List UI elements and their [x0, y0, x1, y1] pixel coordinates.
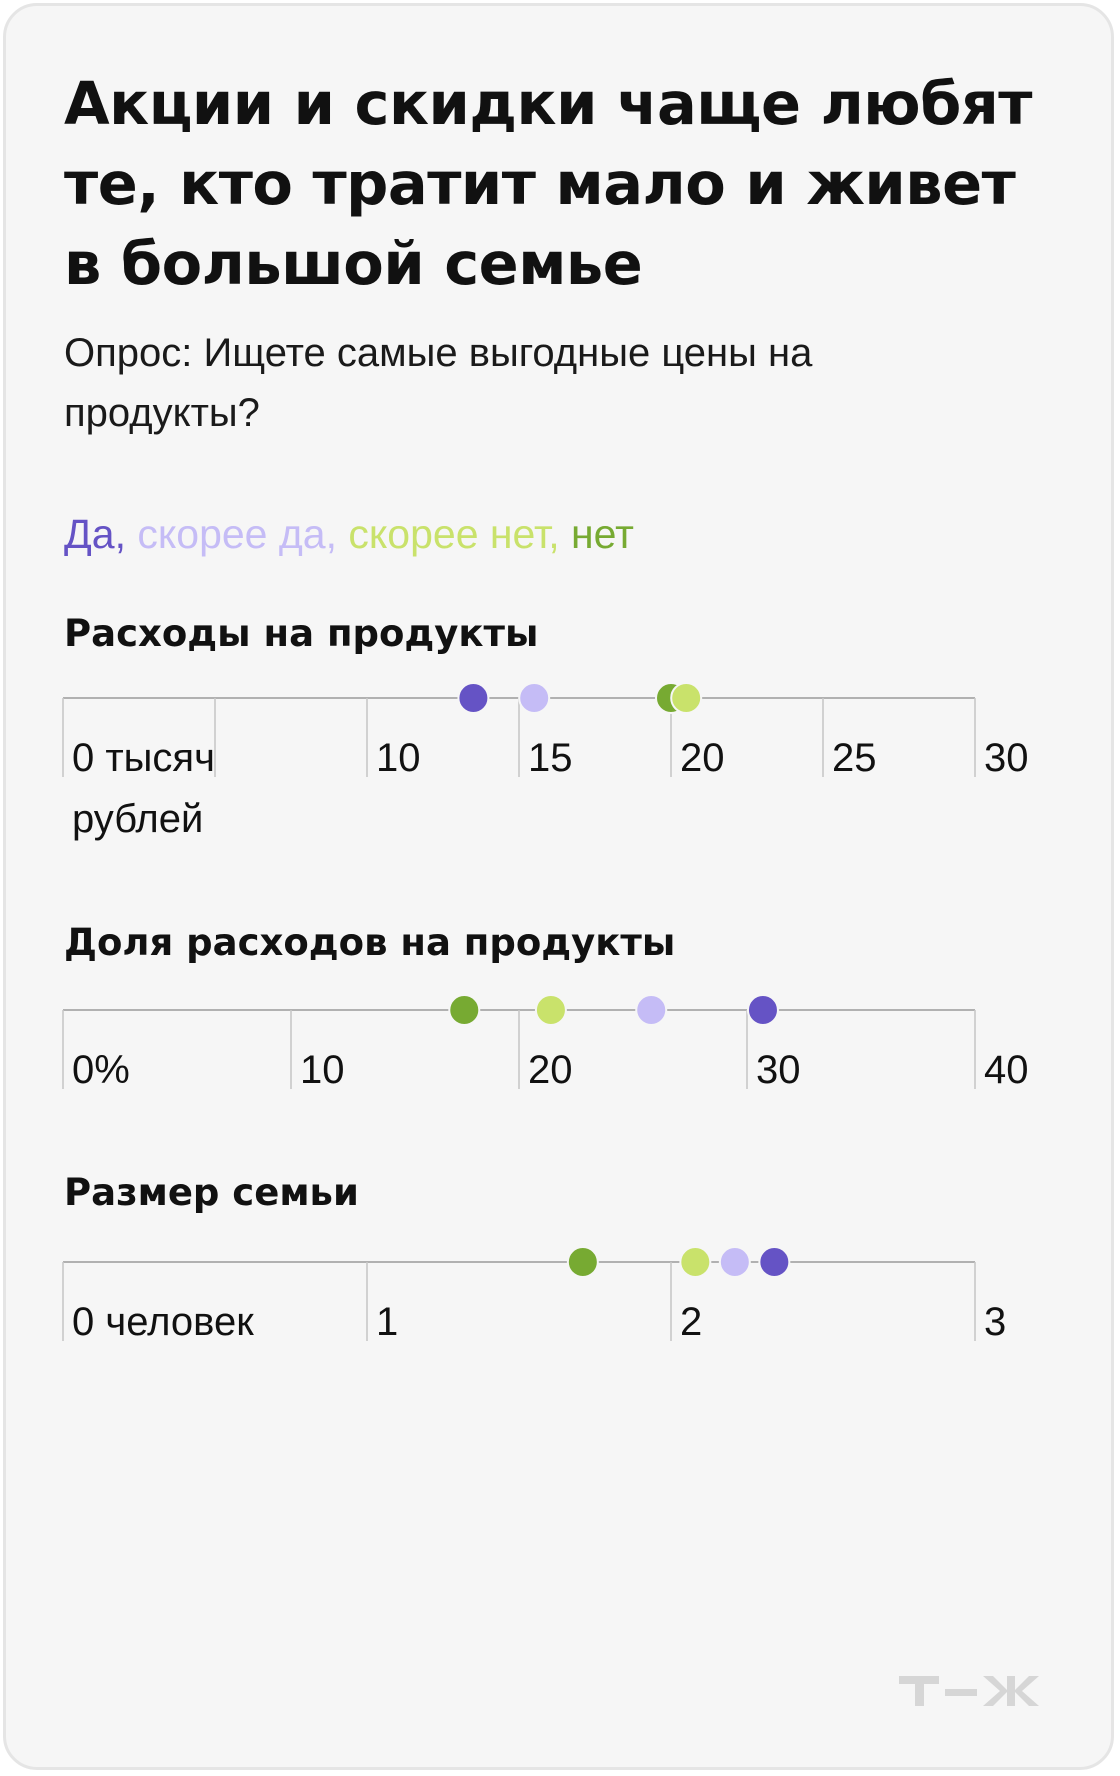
tick-label-spending-5: 25 — [832, 736, 877, 780]
chart-subtitle: Опрос: Ищете самые выгодные цены на прод… — [64, 331, 813, 435]
dot-share-1 — [635, 994, 668, 1026]
tick-label-spending-0: 0 тысяч рублей — [72, 736, 215, 841]
dot-spending-0 — [457, 682, 490, 714]
tick-label-share-4: 40 — [984, 1048, 1029, 1092]
legend-label-rather-no: скорее нет — [348, 511, 549, 557]
dot-spending-2 — [670, 682, 703, 714]
section-title-spending: Расходы на продукты — [64, 612, 539, 655]
legend-item-no: нет — [571, 511, 634, 557]
legend: Да, скорее да, скорее нет, нет — [64, 504, 634, 564]
tick-label-family-size-2: 2 — [680, 1300, 702, 1344]
legend-item-yes: Да, — [64, 511, 138, 557]
chart-card: Акции и скидки чаще любят те, кто тратит… — [3, 3, 1114, 1770]
dot-family-size-2 — [679, 1246, 712, 1278]
tick-label-spending-6: 30 — [984, 736, 1029, 780]
tick-label-family-size-0: 0 человек — [72, 1300, 254, 1344]
tick-label-family-size-1: 1 — [376, 1300, 398, 1344]
tzh-logo-icon — [899, 1676, 1039, 1706]
tick-label-share-0: 0% — [72, 1048, 130, 1092]
tick-label-spending-3: 15 — [528, 736, 573, 780]
dot-family-size-1 — [718, 1246, 751, 1278]
dot-spending-1 — [518, 682, 551, 714]
dot-plot-svg: 0 тысяч рублей 10 15 20 25 30 0% 10 20 30 40 0 челов… — [62, 682, 1029, 1344]
chart-title: Акции и скидки чаще любят те, кто тратит… — [64, 69, 1032, 298]
section-title-family-size: Размер семьи — [64, 1171, 359, 1214]
dot-share-0 — [746, 994, 779, 1026]
legend-label-rather-yes: скорее да — [137, 511, 326, 557]
tick-label-share-1: 10 — [300, 1048, 345, 1092]
legend-item-rather-no: скорее нет, — [348, 511, 572, 557]
dot-family-size-3 — [566, 1246, 599, 1278]
legend-item-rather-yes: скорее да, — [137, 511, 349, 557]
section-title-share: Доля расходов на продукты — [64, 921, 676, 964]
tick-label-family-size-3: 3 — [984, 1300, 1006, 1344]
tick-label-spending-2: 10 — [376, 736, 421, 780]
legend-label-yes: Да — [64, 511, 115, 557]
tick-label-share-3: 30 — [756, 1048, 801, 1092]
dot-family-size-0 — [758, 1246, 791, 1278]
tick-label-share-2: 20 — [528, 1048, 573, 1092]
dot-share-2 — [534, 994, 567, 1026]
tick-label-spending-4: 20 — [680, 736, 725, 780]
legend-label-no: нет — [571, 511, 634, 557]
dot-share-3 — [448, 994, 481, 1026]
